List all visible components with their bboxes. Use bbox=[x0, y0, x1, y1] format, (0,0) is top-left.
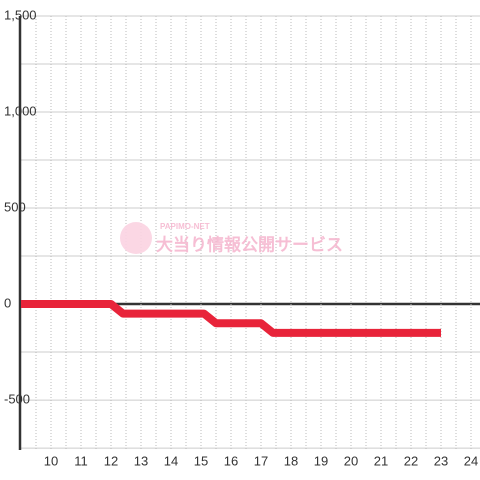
y-tick-label: -500 bbox=[4, 392, 30, 407]
y-tick-label: 500 bbox=[4, 199, 26, 214]
x-tick-label: 10 bbox=[44, 453, 58, 468]
x-tick-label: 24 bbox=[464, 453, 478, 468]
y-tick-label: 0 bbox=[4, 295, 11, 310]
x-tick-label: 11 bbox=[74, 453, 88, 468]
watermark-logo bbox=[120, 222, 152, 254]
x-tick-label: 21 bbox=[374, 453, 388, 468]
x-tick-label: 23 bbox=[434, 453, 448, 468]
data-line bbox=[21, 300, 441, 337]
y-tick-label: 1,500 bbox=[4, 7, 37, 22]
x-tick-label: 13 bbox=[134, 453, 148, 468]
x-tick-label: 17 bbox=[254, 453, 268, 468]
grid bbox=[21, 15, 480, 450]
x-tick-label: 16 bbox=[224, 453, 238, 468]
x-tick-label: 14 bbox=[164, 453, 178, 468]
x-tick-label: 19 bbox=[314, 453, 328, 468]
watermark-brand: PAPIMO-NET bbox=[160, 222, 210, 231]
x-tick-label: 15 bbox=[194, 453, 208, 468]
watermark-text: 大当り情報公開サービス bbox=[156, 234, 343, 254]
watermark: PAPIMO-NET 大当り情報公開サービス bbox=[120, 222, 343, 254]
x-tick-label: 12 bbox=[104, 453, 118, 468]
x-tick-label: 18 bbox=[284, 453, 298, 468]
x-tick-label: 20 bbox=[344, 453, 358, 468]
x-tick-label: 22 bbox=[404, 453, 418, 468]
